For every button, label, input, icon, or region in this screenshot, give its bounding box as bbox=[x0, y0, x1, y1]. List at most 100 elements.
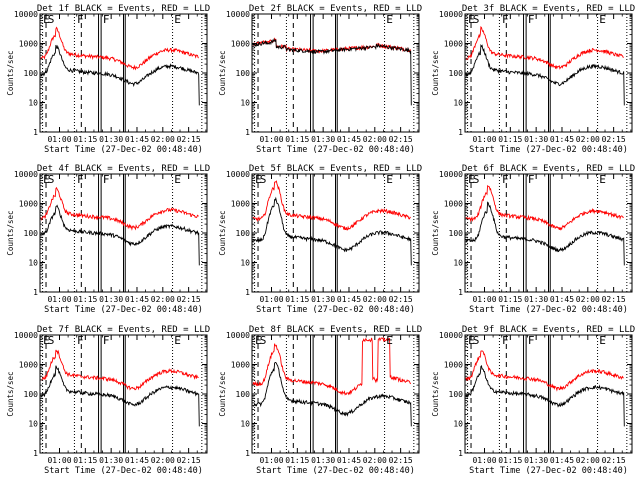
series-lld-line bbox=[40, 186, 199, 231]
series-lld-line bbox=[465, 184, 624, 231]
x-tick-label: 02:15 bbox=[602, 456, 626, 465]
series-lld-line bbox=[252, 336, 412, 396]
y-tick-label: 10 bbox=[453, 99, 463, 108]
x-tick-label: 01:00 bbox=[259, 456, 283, 465]
series-lld-line bbox=[40, 26, 199, 71]
y-axis-label: Counts/sec bbox=[218, 210, 227, 255]
y-tick-label: 1 bbox=[458, 128, 463, 137]
event-flag: E bbox=[468, 173, 475, 186]
event-flag: F bbox=[502, 13, 509, 26]
y-axis-label: Counts/sec bbox=[6, 371, 15, 416]
event-flag: S bbox=[48, 13, 55, 26]
y-tick-label: 10 bbox=[453, 259, 463, 268]
event-flag: S bbox=[473, 13, 480, 26]
event-flag: E bbox=[174, 334, 181, 347]
x-tick-label: 02:00 bbox=[363, 135, 387, 144]
y-tick-label: 1 bbox=[33, 449, 38, 458]
y-tick-label: 1 bbox=[245, 449, 250, 458]
y-tick-label: 1000 bbox=[19, 40, 38, 49]
x-tick-label: 01:45 bbox=[337, 295, 361, 304]
event-flag: E bbox=[255, 334, 262, 347]
event-flag: E bbox=[174, 13, 181, 26]
x-tick-label: 01:15 bbox=[73, 295, 97, 304]
event-flag: F bbox=[77, 173, 84, 186]
y-axis-label: Counts/sec bbox=[218, 50, 227, 95]
y-tick-label: 10000 bbox=[226, 10, 250, 19]
x-axis-label: Start Time (27-Dec-02 00:48:40) bbox=[256, 466, 415, 476]
x-tick-label: 01:45 bbox=[337, 135, 361, 144]
series-events-line bbox=[465, 364, 625, 427]
x-tick-label: 02:15 bbox=[177, 135, 201, 144]
y-tick-label: 100 bbox=[449, 229, 464, 238]
series-lld-line bbox=[252, 180, 411, 231]
event-flag: F bbox=[502, 334, 509, 347]
x-tick-label: 01:30 bbox=[311, 295, 335, 304]
x-tick-label: 01:45 bbox=[337, 456, 361, 465]
x-tick-label: 02:00 bbox=[576, 295, 600, 304]
y-tick-label: 1 bbox=[33, 128, 38, 137]
event-flag: F bbox=[103, 334, 110, 347]
x-tick-label: 01:45 bbox=[125, 456, 149, 465]
x-tick-label: 01:45 bbox=[125, 295, 149, 304]
series-events-line bbox=[40, 44, 200, 106]
y-tick-label: 10 bbox=[240, 99, 250, 108]
x-tick-label: 01:15 bbox=[498, 135, 522, 144]
event-flag: S bbox=[260, 173, 267, 186]
event-flag: E bbox=[599, 13, 606, 26]
x-tick-label: 01:15 bbox=[285, 295, 309, 304]
event-flag: E bbox=[386, 173, 393, 186]
x-tick-label: 01:30 bbox=[524, 456, 548, 465]
x-tick-label: 02:00 bbox=[151, 135, 175, 144]
event-flag: E bbox=[43, 173, 50, 186]
y-axis-label: Counts/sec bbox=[218, 371, 227, 416]
x-axis-label: Start Time (27-Dec-02 00:48:40) bbox=[44, 305, 203, 315]
x-tick-label: 01:00 bbox=[47, 456, 71, 465]
y-tick-label: 100 bbox=[236, 69, 251, 78]
x-tick-label: 01:15 bbox=[73, 135, 97, 144]
event-flag: E bbox=[255, 173, 262, 186]
x-tick-label: 01:00 bbox=[259, 295, 283, 304]
plot-area bbox=[465, 174, 628, 292]
plot-area bbox=[252, 335, 415, 453]
event-flag: E bbox=[43, 13, 50, 26]
y-tick-label: 1 bbox=[245, 288, 250, 297]
event-flag: E bbox=[599, 334, 606, 347]
panel-title: Det 5f BLACK = Events, RED = LLD bbox=[249, 164, 422, 174]
y-axis-label: Counts/sec bbox=[431, 50, 440, 95]
x-axis-label: Start Time (27-Dec-02 00:48:40) bbox=[256, 145, 415, 155]
x-tick-label: 01:30 bbox=[311, 456, 335, 465]
y-tick-label: 100 bbox=[236, 390, 251, 399]
event-flag: S bbox=[48, 334, 55, 347]
x-tick-label: 01:45 bbox=[550, 295, 574, 304]
x-tick-label: 01:45 bbox=[550, 456, 574, 465]
y-axis-label: Counts/sec bbox=[431, 371, 440, 416]
event-flag: E bbox=[386, 334, 393, 347]
x-tick-label: 01:15 bbox=[285, 135, 309, 144]
event-flag: E bbox=[599, 173, 606, 186]
event-flag: S bbox=[473, 173, 480, 186]
x-tick-label: 01:00 bbox=[259, 135, 283, 144]
x-tick-label: 02:15 bbox=[389, 135, 413, 144]
plot-area bbox=[252, 174, 415, 292]
x-tick-label: 02:00 bbox=[151, 295, 175, 304]
x-tick-label: 01:15 bbox=[498, 456, 522, 465]
event-flag: S bbox=[48, 173, 55, 186]
plot-area bbox=[465, 335, 628, 453]
x-tick-label: 01:45 bbox=[125, 135, 149, 144]
y-tick-label: 1000 bbox=[444, 40, 463, 49]
event-flag: E bbox=[468, 13, 475, 26]
y-tick-label: 10 bbox=[28, 420, 38, 429]
series-events-line bbox=[40, 365, 200, 427]
plot-area bbox=[40, 174, 203, 292]
x-tick-label: 02:00 bbox=[363, 456, 387, 465]
y-tick-label: 10000 bbox=[14, 331, 38, 340]
event-flag: F bbox=[103, 13, 110, 26]
y-tick-label: 10 bbox=[453, 420, 463, 429]
y-tick-label: 100 bbox=[24, 229, 39, 238]
